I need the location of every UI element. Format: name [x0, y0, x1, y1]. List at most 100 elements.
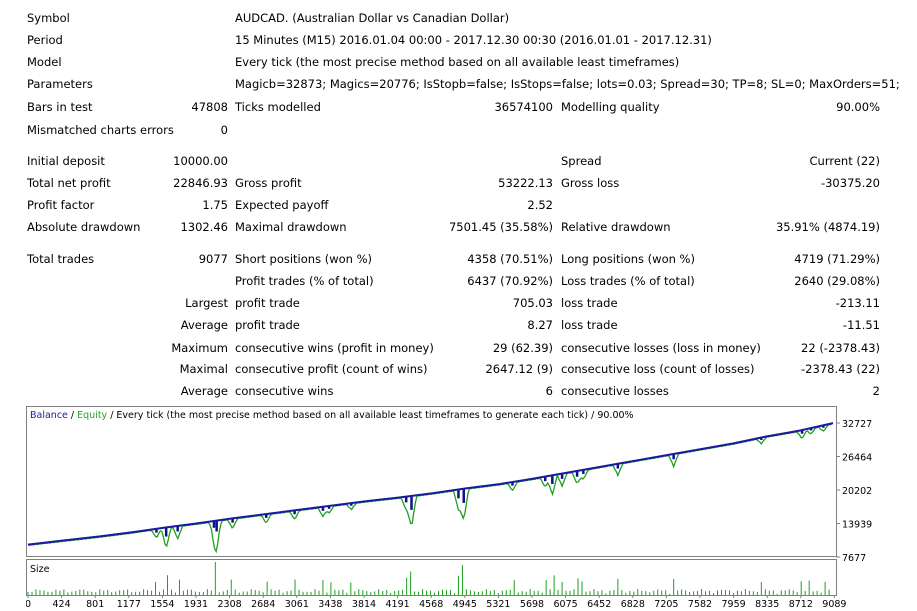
- x-tick-label: 4945: [453, 599, 477, 610]
- long-value: 4719 (71.29%): [794, 252, 880, 266]
- grossloss-value: -30375.20: [820, 176, 880, 190]
- payoff-value: 2.52: [527, 198, 553, 212]
- y-tick-label: 7677: [842, 553, 866, 564]
- maximal-loss-label: consecutive loss (count of losses): [561, 362, 755, 376]
- largest-loss-value: -213.11: [835, 296, 880, 310]
- y-tick-label: 26464: [842, 453, 872, 464]
- largest-label: Largest: [185, 296, 228, 310]
- maximal-loss-value: -2378.43 (22): [801, 362, 880, 376]
- pf-value: 1.75: [202, 198, 228, 212]
- maxdd-label: Maximal drawdown: [235, 220, 347, 234]
- bars-value: 47808: [191, 100, 228, 114]
- max-wins-value: 29 (62.39): [492, 341, 553, 355]
- long-label: Long positions (won %): [561, 252, 695, 266]
- maximum-label: Maximum: [171, 341, 228, 355]
- average-profit-value: 8.27: [527, 318, 553, 332]
- y-tick-label: 32727: [842, 419, 872, 430]
- parameters-label: Parameters: [27, 77, 93, 91]
- x-tick-label: 3438: [318, 599, 342, 610]
- parameters-value: Magicb=32873; Magics=20776; IsStopb=fals…: [235, 77, 900, 91]
- avg-losses-value: 2: [872, 384, 880, 398]
- average-loss-value: -11.51: [842, 318, 880, 332]
- maxdd-value: 7501.45 (35.58%): [448, 220, 553, 234]
- ticks-value: 36574100: [494, 100, 553, 114]
- trades-value: 9077: [198, 252, 228, 266]
- max-losses-value: 22 (-2378.43): [801, 341, 880, 355]
- y-tick-label: 20202: [842, 486, 872, 497]
- legend-rest: / Every tick (the most precise method ba…: [107, 410, 633, 421]
- x-tick-label: 2308: [218, 599, 242, 610]
- balance-equity-chart: Balance / Equity / Every tick (the most …: [26, 406, 872, 610]
- x-tick-label: 6452: [587, 599, 611, 610]
- model-value: Every tick (the most precise method base…: [235, 55, 680, 69]
- x-tick-label: 0: [26, 599, 31, 610]
- x-tick-label: 8335: [755, 599, 779, 610]
- trades-label: Total trades: [27, 252, 95, 266]
- maximal-profit-value: 2647.12 (9): [485, 362, 553, 376]
- reldd-value: 35.91% (4874.19): [775, 220, 880, 234]
- legend-sep: /: [68, 410, 77, 421]
- x-tick-label: 6828: [621, 599, 645, 610]
- x-tick-label: 5698: [520, 599, 544, 610]
- x-tick-label: 5321: [486, 599, 510, 610]
- ptrades-value: 6437 (70.92%): [467, 274, 553, 288]
- spread-label: Spread: [561, 154, 602, 168]
- average-profit-label: profit trade: [235, 318, 300, 332]
- mismatch-value: 0: [220, 123, 228, 137]
- chart-legend: Balance / Equity / Every tick (the most …: [30, 410, 634, 421]
- mismatch-label: Mismatched charts errors: [27, 123, 174, 137]
- symbol-label: Symbol: [27, 11, 70, 25]
- bars-label: Bars in test: [27, 100, 93, 114]
- maximal-profit-label: consecutive profit (count of wins): [235, 362, 428, 376]
- main-plot-frame: [26, 406, 837, 557]
- grossprofit-value: 53222.13: [498, 176, 553, 190]
- x-tick-label: 3814: [352, 599, 376, 610]
- maximal-label: Maximal: [179, 362, 228, 376]
- x-tick-label: 801: [86, 599, 104, 610]
- payoff-label: Expected payoff: [235, 198, 329, 212]
- avg-wins-value: 6: [545, 384, 553, 398]
- largest-loss-label: loss trade: [561, 296, 618, 310]
- x-tick-label: 3061: [285, 599, 309, 610]
- netprofit-value: 22846.93: [173, 176, 228, 190]
- x-tick-label: 7582: [688, 599, 712, 610]
- x-tick-label: 4191: [386, 599, 410, 610]
- x-tick-label: 7205: [654, 599, 678, 610]
- y-tick-label: 13939: [842, 520, 872, 531]
- x-tick-label: 4568: [419, 599, 443, 610]
- avg-wins-label: consecutive wins: [235, 384, 334, 398]
- max-wins-label: consecutive wins (profit in money): [235, 341, 434, 355]
- legend-balance: Balance: [30, 410, 68, 421]
- period-label: Period: [27, 33, 63, 47]
- largest-profit-label: profit trade: [235, 296, 300, 310]
- spread-value: Current (22): [809, 154, 880, 168]
- short-value: 4358 (70.51%): [467, 252, 553, 266]
- model-label: Model: [27, 55, 62, 69]
- largest-profit-value: 705.03: [512, 296, 553, 310]
- symbol-value: AUDCAD. (Australian Dollar vs Canadian D…: [235, 11, 510, 25]
- deposit-label: Initial deposit: [27, 154, 105, 168]
- max-losses-label: consecutive losses (loss in money): [561, 341, 761, 355]
- short-label: Short positions (won %): [235, 252, 373, 266]
- netprofit-label: Total net profit: [27, 176, 111, 190]
- x-tick-label: 424: [53, 599, 71, 610]
- grossloss-label: Gross loss: [561, 176, 620, 190]
- ltrades-label: Loss trades (% of total): [561, 274, 695, 288]
- x-tick-label: 1931: [184, 599, 208, 610]
- average-loss-label: loss trade: [561, 318, 618, 332]
- avg-losses-label: consecutive losses: [561, 384, 669, 398]
- deposit-value: 10000.00: [173, 154, 228, 168]
- grossprofit-label: Gross profit: [235, 176, 302, 190]
- average-label: Average: [180, 318, 228, 332]
- absdd-label: Absolute drawdown: [27, 220, 141, 234]
- pf-label: Profit factor: [27, 198, 95, 212]
- quality-value: 90.00%: [836, 100, 880, 114]
- balance-line: [27, 422, 834, 546]
- quality-label: Modelling quality: [561, 100, 660, 114]
- size-label: Size: [30, 564, 50, 575]
- avg2-label: Average: [180, 384, 228, 398]
- x-tick-label: 2684: [251, 599, 275, 610]
- reldd-label: Relative drawdown: [561, 220, 671, 234]
- ltrades-value: 2640 (29.08%): [794, 274, 880, 288]
- ptrades-label: Profit trades (% of total): [235, 274, 374, 288]
